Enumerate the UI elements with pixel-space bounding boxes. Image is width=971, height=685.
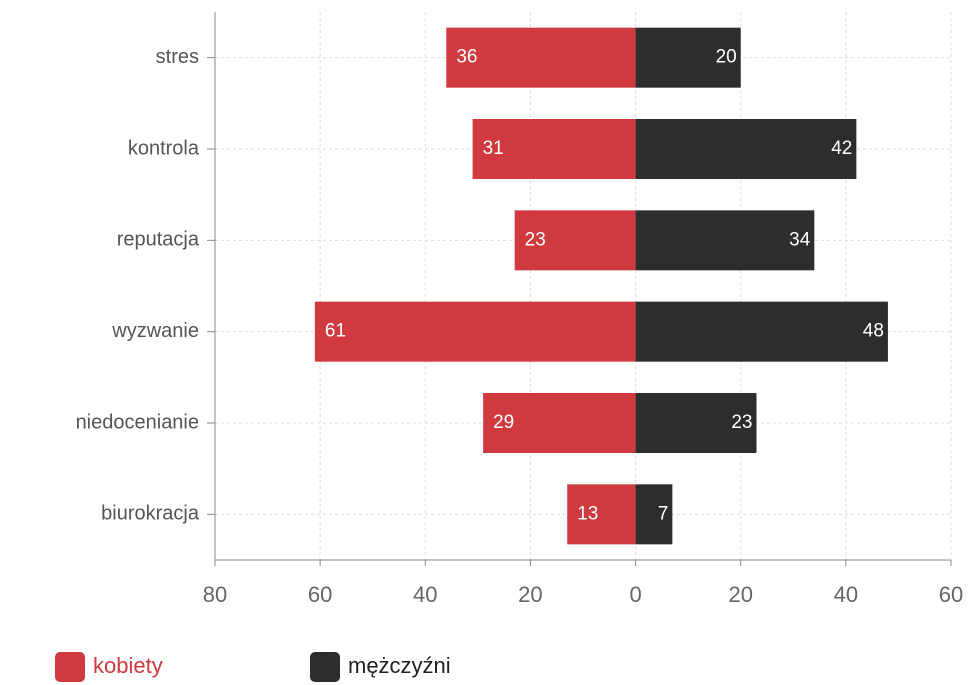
data-label: 23 bbox=[525, 229, 546, 250]
bar bbox=[514, 210, 636, 271]
bar bbox=[446, 27, 636, 88]
bar bbox=[635, 301, 888, 362]
x-tick-label: 20 bbox=[728, 582, 752, 607]
bar bbox=[483, 393, 636, 453]
data-label: 29 bbox=[493, 412, 514, 433]
data-label: 48 bbox=[863, 321, 884, 342]
x-tick-label: 0 bbox=[629, 582, 641, 607]
data-label: 61 bbox=[325, 321, 346, 342]
data-label: 42 bbox=[831, 138, 852, 159]
y-tick-label: biurokracja bbox=[101, 503, 200, 525]
legend-swatch bbox=[310, 652, 340, 682]
legend-label: kobiety bbox=[93, 653, 163, 678]
x-tick-label: 60 bbox=[308, 582, 332, 607]
bar bbox=[635, 210, 815, 271]
x-tick-label: 40 bbox=[834, 582, 858, 607]
y-tick-label: stres bbox=[156, 46, 199, 68]
bar bbox=[635, 484, 673, 545]
data-label: 34 bbox=[789, 229, 811, 250]
x-tick-label: 40 bbox=[413, 582, 437, 607]
y-tick-label: reputacja bbox=[117, 229, 200, 251]
bar bbox=[635, 119, 857, 179]
legend-swatch bbox=[55, 652, 85, 682]
x-tick-label: 60 bbox=[939, 582, 963, 607]
data-label: 13 bbox=[577, 503, 598, 524]
bar bbox=[635, 27, 741, 88]
data-label: 20 bbox=[716, 47, 737, 68]
data-label: 23 bbox=[731, 412, 752, 433]
bar bbox=[635, 393, 757, 453]
data-label: 31 bbox=[483, 138, 504, 159]
legend-label: mężczyźni bbox=[348, 653, 451, 678]
data-label: 36 bbox=[456, 47, 477, 68]
x-tick-label: 80 bbox=[203, 582, 227, 607]
bar bbox=[472, 119, 636, 179]
bar bbox=[314, 301, 636, 362]
y-tick-label: wyzwanie bbox=[111, 320, 199, 342]
x-tick-label: 20 bbox=[518, 582, 542, 607]
y-tick-label: kontrola bbox=[128, 137, 200, 159]
bar bbox=[567, 484, 636, 545]
data-label: 7 bbox=[658, 503, 669, 524]
y-tick-label: niedocenianie bbox=[76, 411, 199, 433]
